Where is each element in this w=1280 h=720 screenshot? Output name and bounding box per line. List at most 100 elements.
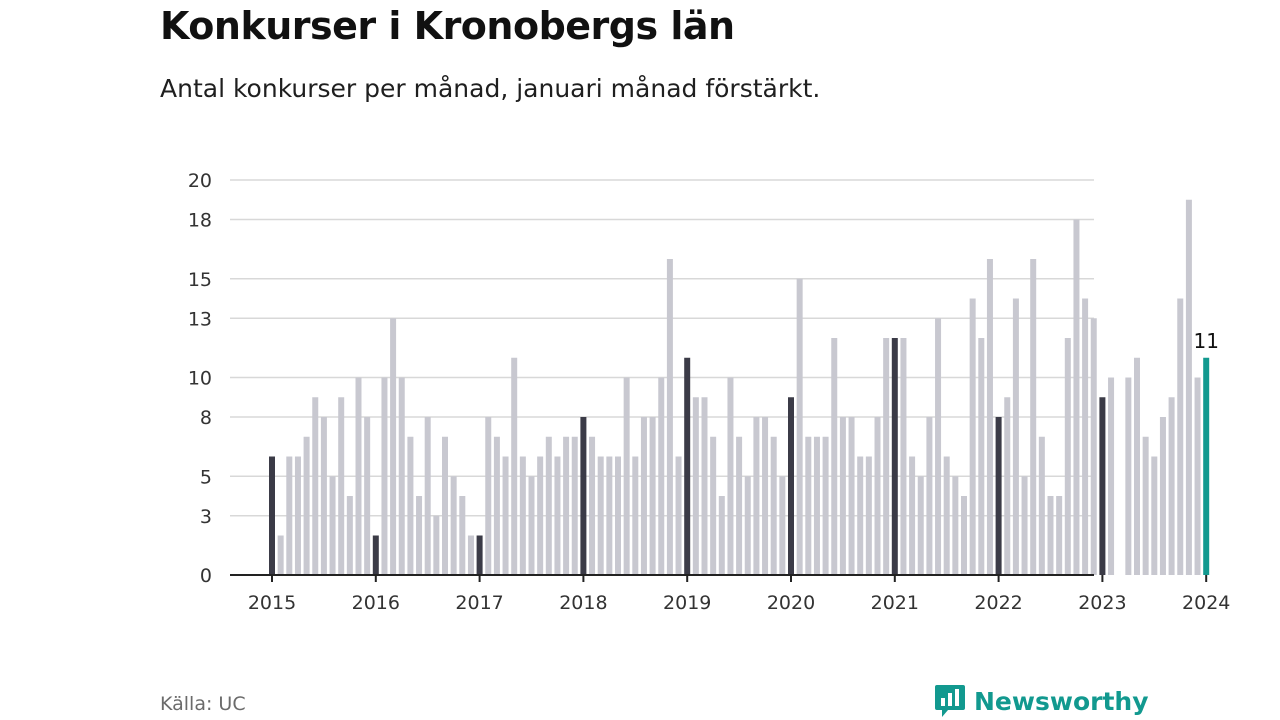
y-tick-label: 13 — [188, 308, 212, 330]
month-bar — [1056, 496, 1063, 575]
month-bar — [606, 456, 613, 575]
month-bar — [917, 476, 924, 575]
month-bar — [615, 456, 621, 575]
month-bar — [1194, 377, 1201, 575]
month-bar — [1159, 417, 1166, 575]
month-bar — [571, 436, 578, 575]
month-bar — [986, 259, 993, 575]
y-tick-label: 15 — [188, 269, 212, 291]
month-bar — [1038, 436, 1045, 575]
month-bar — [493, 436, 500, 575]
x-tick-label: 2016 — [352, 592, 400, 614]
month-bar — [433, 515, 440, 575]
month-bar — [1064, 338, 1071, 575]
month-bar — [1134, 357, 1140, 575]
month-bar — [909, 456, 916, 575]
month-bar — [381, 377, 388, 575]
month-bar — [1082, 298, 1089, 575]
x-tick-label: 2021 — [871, 592, 919, 614]
month-bar — [1142, 436, 1149, 575]
month-bar — [589, 436, 596, 575]
month-bar — [1125, 377, 1132, 575]
x-tick-label: 2018 — [559, 592, 607, 614]
january-bar — [269, 456, 275, 575]
x-tick-label: 2020 — [767, 592, 815, 614]
month-bar — [857, 456, 864, 575]
january-bar — [580, 417, 587, 575]
month-bar — [1090, 318, 1097, 575]
january-bar — [788, 397, 794, 575]
month-bar — [943, 456, 950, 575]
month-bar — [1168, 397, 1175, 575]
x-tick-label: 2023 — [1078, 592, 1126, 614]
month-bar — [312, 397, 319, 575]
chart-subtitle: Antal konkurser per månad, januari månad… — [160, 74, 821, 103]
newsworthy-icon — [935, 685, 965, 717]
month-bar — [277, 535, 284, 575]
month-bar — [1030, 259, 1037, 575]
latest-value-label: 11 — [1193, 329, 1218, 353]
month-bar — [563, 436, 570, 575]
month-bar — [303, 436, 310, 575]
month-bar — [640, 417, 647, 575]
month-bar — [390, 318, 397, 575]
january-bar — [476, 535, 483, 575]
y-tick-label: 3 — [200, 506, 212, 528]
latest-bar — [1203, 357, 1210, 575]
month-bar — [701, 397, 708, 575]
month-bar — [537, 456, 544, 575]
y-tick-label: 18 — [188, 210, 212, 232]
x-tick-label: 2017 — [455, 592, 503, 614]
january-bar — [995, 417, 1002, 575]
month-bar — [459, 496, 466, 575]
january-bar — [1099, 397, 1106, 575]
month-bar — [416, 496, 423, 575]
month-bar — [485, 417, 492, 575]
month-bar — [822, 436, 829, 575]
month-bar — [398, 377, 405, 575]
y-tick-label: 8 — [200, 407, 212, 429]
x-tick-label: 2019 — [663, 592, 711, 614]
month-bar — [961, 496, 967, 575]
month-bar — [779, 476, 786, 575]
month-bar — [1047, 496, 1054, 575]
month-bar — [848, 417, 855, 575]
month-bar — [632, 456, 639, 575]
month-bar — [528, 476, 535, 575]
month-bar — [623, 377, 630, 575]
month-bar — [874, 417, 881, 575]
newsworthy-logo[interactable]: Newsworthy — [934, 684, 1149, 718]
month-bar — [286, 456, 293, 575]
month-bar — [978, 338, 985, 575]
month-bar — [545, 436, 552, 575]
month-bar — [294, 456, 301, 575]
x-tick-label: 2022 — [974, 592, 1022, 614]
x-tick-label: 2024 — [1182, 592, 1230, 614]
brand-name: Newsworthy — [974, 686, 1149, 716]
y-tick-label: 20 — [188, 170, 212, 192]
month-bar — [666, 259, 673, 575]
month-bar — [727, 377, 734, 575]
month-bar — [1151, 456, 1158, 575]
january-bar — [891, 338, 898, 575]
month-bar — [926, 417, 933, 575]
month-bar — [364, 417, 371, 575]
month-bar — [442, 436, 448, 575]
month-bar — [502, 456, 509, 575]
month-bar — [329, 476, 336, 575]
january-bar — [684, 357, 691, 575]
month-bar — [1073, 219, 1080, 575]
y-tick-label: 10 — [188, 368, 212, 390]
month-bar — [935, 318, 942, 575]
month-bar — [1185, 199, 1192, 575]
month-bar — [467, 535, 474, 575]
month-bar — [969, 298, 976, 575]
month-bar — [883, 338, 890, 575]
month-bar — [355, 377, 362, 575]
month-bar — [692, 397, 699, 575]
month-bar — [511, 357, 518, 575]
month-bar — [865, 456, 872, 575]
month-bar — [675, 456, 682, 575]
month-bar — [753, 417, 760, 575]
